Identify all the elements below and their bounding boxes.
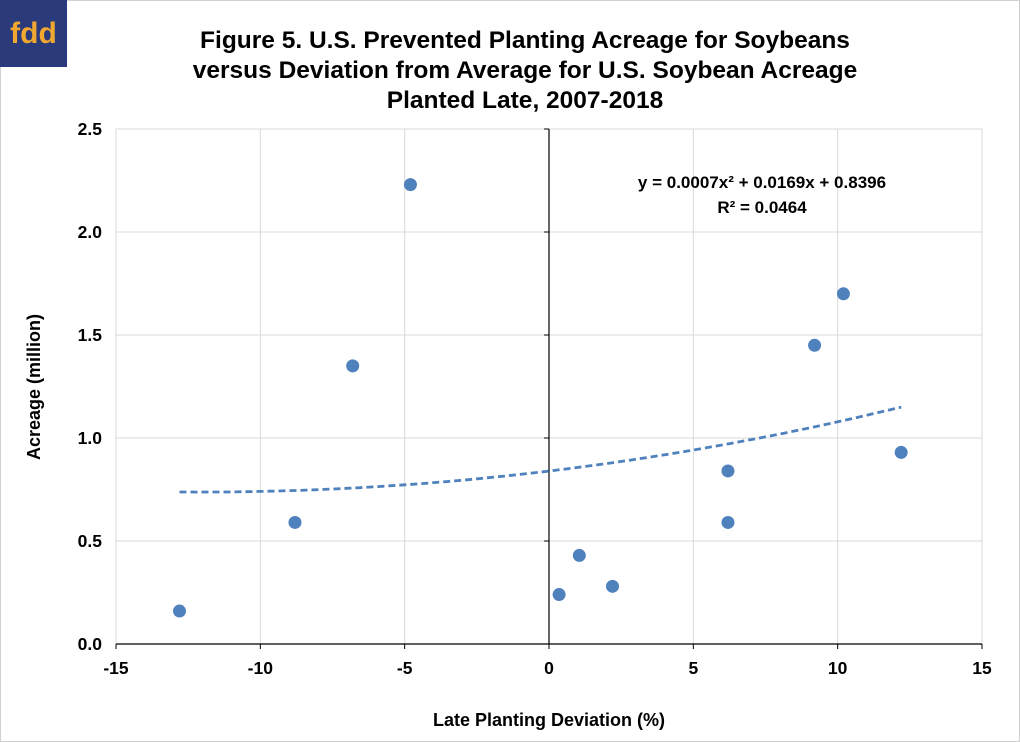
x-tick-label: 15: [972, 658, 992, 678]
trendline-group: [179, 405, 902, 494]
data-point: [721, 464, 735, 478]
data-point: [894, 445, 908, 459]
x-tick-label: 10: [828, 658, 848, 678]
y-tick-label: 0.5: [78, 531, 103, 551]
data-point: [346, 359, 360, 373]
y-tick-label: 1.5: [78, 325, 103, 345]
chart-title: Figure 5. U.S. Prevented Planting Acreag…: [100, 26, 950, 116]
x-axis-title: Late Planting Deviation (%): [433, 710, 665, 730]
y-tick-label: 2.0: [78, 222, 103, 242]
x-tick-label: -5: [397, 658, 413, 678]
chart-title-line-3: Planted Late, 2007-2018: [386, 87, 664, 114]
data-point: [606, 579, 620, 593]
x-tick-labels: -15 -10 -5 0 5 10 15: [103, 658, 992, 678]
trendline-equation: y = 0.0007x² + 0.0169x + 0.8396: [638, 173, 886, 192]
x-tick-label: 0: [544, 658, 554, 678]
logo-text: fdd: [10, 16, 57, 50]
x-tick-label: 5: [688, 658, 698, 678]
chart-title-line-2: versus Deviation from Average for U.S. S…: [192, 57, 858, 84]
trendline: [179, 405, 902, 494]
data-point: [403, 178, 417, 192]
y-tick-label: 1.0: [78, 428, 103, 448]
data-point: [552, 588, 566, 602]
data-point: [721, 515, 735, 529]
data-point: [836, 287, 850, 301]
y-tick-label: 0.0: [78, 634, 103, 654]
data-points: [173, 178, 908, 618]
axes: [115, 128, 983, 649]
y-tick-label: 2.5: [78, 119, 103, 139]
data-point: [808, 338, 822, 352]
trendline-r-squared: R² = 0.0464: [717, 198, 807, 217]
x-tick-label: -10: [248, 658, 274, 678]
data-point: [288, 515, 302, 529]
chart-title-line-1: Figure 5. U.S. Prevented Planting Acreag…: [200, 27, 850, 54]
y-tick-labels: 0.0 0.5 1.0 1.5 2.0 2.5: [78, 119, 103, 654]
y-axis-title: Acreage (million): [24, 314, 44, 460]
fdd-logo: fdd: [0, 0, 67, 67]
data-point: [173, 604, 187, 618]
data-point: [572, 548, 586, 562]
x-tick-label: -15: [103, 658, 129, 678]
